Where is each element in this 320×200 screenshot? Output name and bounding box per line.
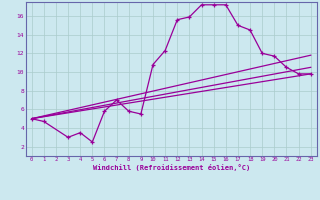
X-axis label: Windchill (Refroidissement éolien,°C): Windchill (Refroidissement éolien,°C) bbox=[92, 164, 250, 171]
